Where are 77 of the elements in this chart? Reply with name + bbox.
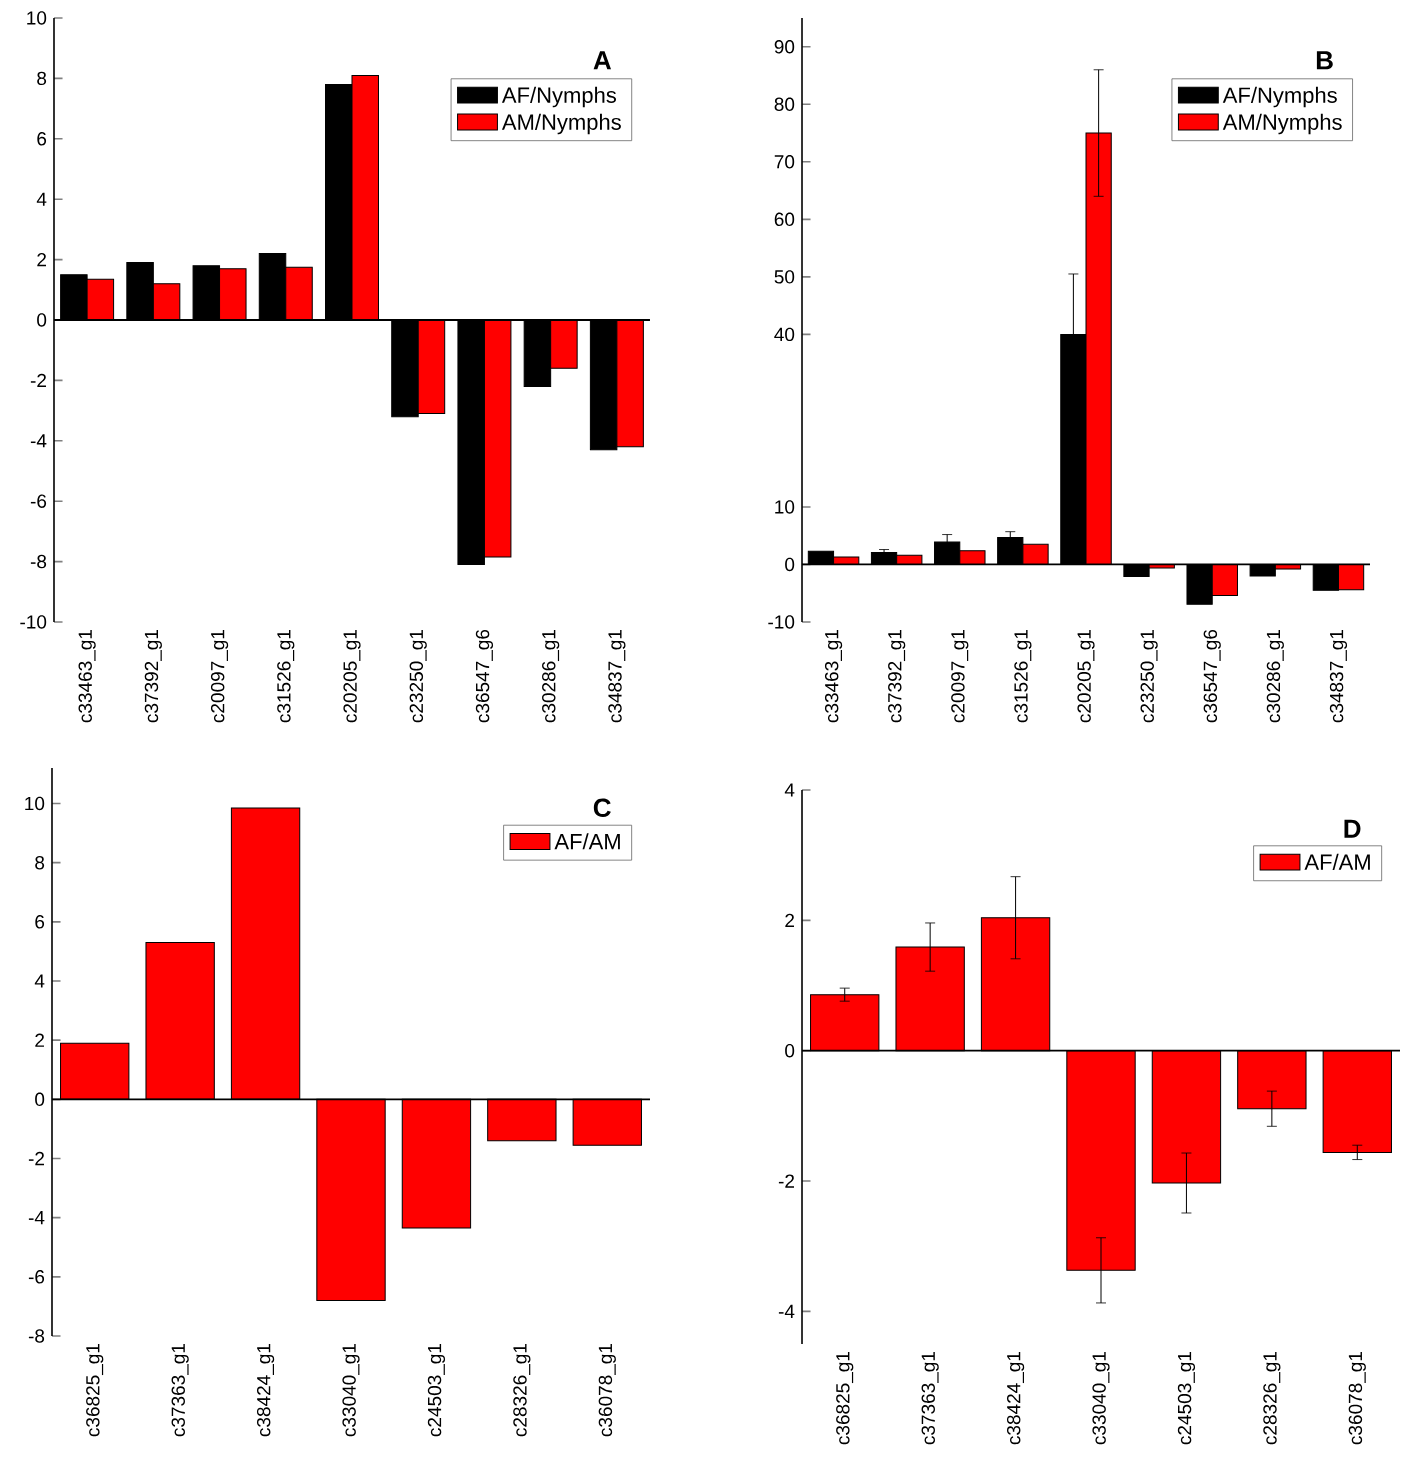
- x-tick-label: c36547_g6: [475, 629, 494, 723]
- y-tick-label: 70: [774, 155, 795, 169]
- x-tick-label: c30286_g1: [1266, 630, 1284, 723]
- x-tick-label: c31526_g1: [1014, 630, 1032, 723]
- y-tick-label: -4: [30, 434, 47, 448]
- y-tick-label: -6: [30, 494, 47, 508]
- y-tick-label: -6: [28, 1270, 45, 1284]
- y-tick-label: 10: [775, 500, 795, 514]
- x-tick-label: c20205_g1: [1077, 630, 1095, 723]
- x-tick-label: c37363_g1: [921, 1352, 939, 1445]
- x-tick-label: c33463_g1: [78, 630, 96, 723]
- x-tick-label: c30286_g1: [542, 630, 560, 723]
- x-tick-label: c36825_g1: [836, 1352, 854, 1445]
- x-tick-label: c31526_g1: [277, 630, 295, 723]
- y-tick-label: 50: [774, 270, 795, 284]
- y-tick-label: 4: [34, 974, 45, 988]
- x-tick-label: c28326_g1: [1263, 1352, 1281, 1445]
- y-tick-label: 0: [785, 1043, 795, 1058]
- x-tick-label: c20097_g1: [951, 630, 969, 723]
- x-tick-label: c24503_g1: [427, 1344, 446, 1437]
- y-tick-label: -4: [778, 1304, 795, 1318]
- y-tick-label: 8: [37, 71, 47, 86]
- x-tick-label: c37392_g1: [144, 630, 162, 723]
- x-tick-label: c38424_g1: [1006, 1352, 1025, 1445]
- text: B: [1316, 51, 1333, 70]
- y-tick-label: 6: [37, 132, 47, 146]
- x-tick-label: c23250_g1: [1140, 630, 1158, 723]
- y-tick-label: 60: [774, 212, 795, 227]
- x-tick-label: c36078_g1: [598, 1344, 616, 1437]
- x-tick-label: c33463_g1: [824, 630, 843, 723]
- x-tick-label: c34837_g1: [608, 630, 626, 723]
- x-tick-label: c37363_g1: [171, 1344, 189, 1437]
- y-tick-label: -10: [20, 615, 47, 629]
- y-tick-label: 40: [774, 327, 795, 342]
- x-tick-label: c28326_g1: [513, 1344, 531, 1437]
- x-tick-label: c23250_g1: [409, 630, 427, 723]
- y-tick-label: 80: [774, 97, 795, 112]
- x-tick-label: c24503_g1: [1177, 1352, 1196, 1445]
- text: D: [1344, 819, 1361, 838]
- y-tick-label: 2: [37, 252, 46, 267]
- y-tick-label: 10: [25, 796, 45, 811]
- y-tick-label: 90: [774, 40, 795, 54]
- y-tick-label: 8: [35, 855, 45, 870]
- y-tick-label: 0: [785, 557, 795, 572]
- x-tick-label: c36547_g6: [1203, 629, 1221, 723]
- legend-label: AF/Nymphs: [501, 86, 617, 108]
- x-tick-label: c33040_g1: [342, 1344, 360, 1437]
- x-tick-label: c38424_g1: [256, 1344, 275, 1437]
- legend-label: AM/Nymphs: [501, 113, 621, 135]
- y-tick-label: -2: [30, 373, 46, 388]
- x-tick-label: c20097_g1: [210, 630, 229, 723]
- text: A: [593, 51, 612, 70]
- legend-label: AM/Nymphs: [1222, 113, 1342, 135]
- x-tick-label: c33040_g1: [1092, 1352, 1110, 1445]
- y-tick-label: -4: [28, 1211, 45, 1225]
- y-tick-label: 10: [27, 11, 47, 25]
- y-tick-label: 2: [35, 1033, 44, 1047]
- y-tick-label: -8: [30, 554, 47, 569]
- legend-label: AF/AM: [1304, 853, 1370, 870]
- x-tick-label: c36078_g1: [1348, 1352, 1366, 1445]
- y-tick-label: -10: [768, 615, 795, 629]
- y-tick-label: 6: [35, 915, 45, 929]
- x-tick-label: c36825_g1: [86, 1344, 104, 1437]
- y-tick-label: -2: [28, 1151, 44, 1166]
- y-tick-label: 4: [784, 783, 795, 797]
- legend-label: AF/AM: [554, 833, 620, 850]
- y-tick-label: 0: [35, 1092, 45, 1107]
- x-tick-label: c37392_g1: [888, 630, 906, 723]
- y-tick-label: -8: [28, 1329, 45, 1343]
- y-tick-label: 2: [785, 913, 794, 927]
- x-tick-label: c34837_g1: [1329, 630, 1348, 723]
- text: C: [593, 798, 611, 817]
- legend-label: AF/Nymphs: [1222, 86, 1337, 108]
- y-tick-label: -2: [778, 1174, 794, 1188]
- y-tick-label: 0: [37, 313, 47, 327]
- y-tick-label: 4: [36, 192, 47, 206]
- x-tick-label: c20205_g1: [343, 630, 361, 723]
